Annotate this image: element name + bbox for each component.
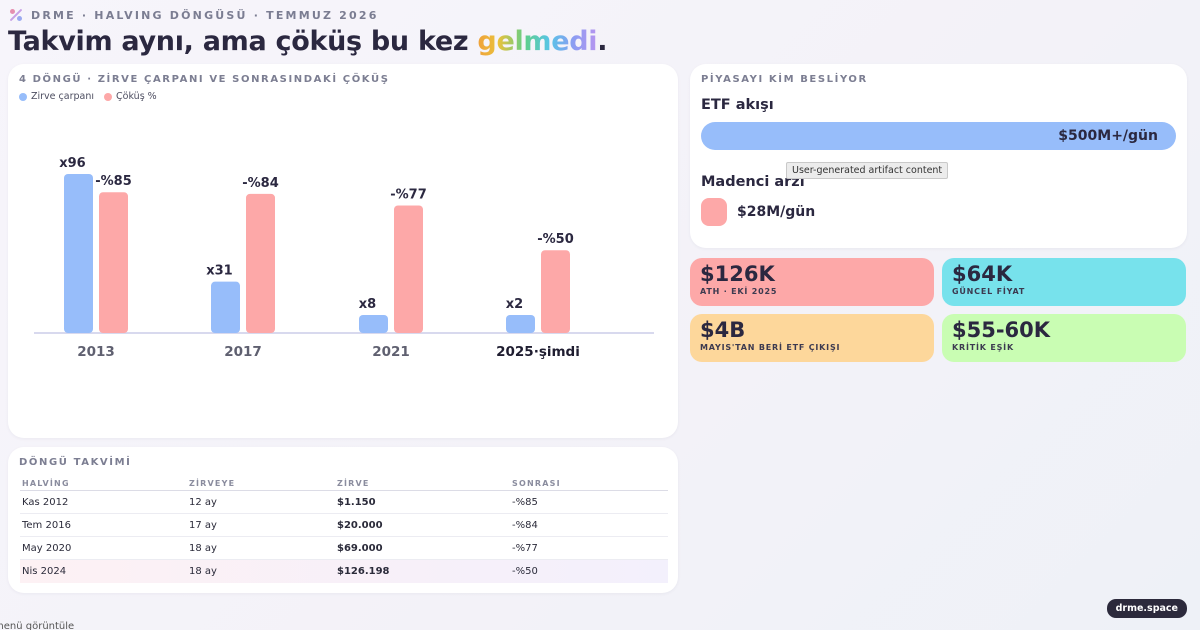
chart-title: 4 DÖNGÜ · ZİRVE ÇARPANI VE SONRASINDAKİ … <box>19 74 390 85</box>
table-cell: 12 ay <box>189 496 217 508</box>
table-row: Tem 2016 17 ay $20.000 -%84 <box>20 514 668 537</box>
stat-value: $126K <box>700 262 775 286</box>
table-row-current: Nis 2024 18 ay $126.198 -%50 <box>20 560 668 583</box>
table-header-cell: ZİRVE <box>337 479 370 488</box>
table-title: DÖNGÜ TAKVİMİ <box>19 457 132 468</box>
legend-item-peak: Zirve çarpanı <box>19 91 94 102</box>
market-card: PİYASAYI KİM BESLİYOR ETF akışı $500M+/g… <box>690 64 1187 248</box>
table-cell: Nis 2024 <box>22 566 67 577</box>
data-label: x96 <box>59 156 85 171</box>
page-title: Takvim aynı, ama çöküş bu kez gelmedi. <box>8 26 608 57</box>
table-header-cell: SONRASI <box>512 479 561 488</box>
headline-prefix: Takvim aynı, ama çöküş bu kez <box>8 26 478 57</box>
table-header-row: HALVİNG ZİRVEYE ZİRVE SONRASI <box>20 477 668 491</box>
bar-crash-percent <box>394 205 423 333</box>
bar-peak-multiplier <box>64 174 93 333</box>
bar-crash-percent <box>246 193 275 333</box>
data-label: x31 <box>206 264 232 279</box>
table-cell: -%50 <box>512 566 538 577</box>
bar-crash-percent <box>541 250 570 333</box>
miner-value: $28M/gün <box>737 204 816 220</box>
table-header-cell: HALVİNG <box>22 479 70 488</box>
data-label: -%84 <box>242 176 279 191</box>
brand-row: DRME · HALVING DÖNGÜSÜ · TEMMUZ 2026 <box>9 8 379 22</box>
table-cell: 18 ay <box>189 542 217 554</box>
bar-peak-multiplier <box>359 315 388 333</box>
legend-label-crash: Çöküş % <box>116 91 157 102</box>
stat-tile-current-price: $64K GÜNCEL FİYAT <box>942 258 1186 306</box>
cycle-table-card: DÖNGÜ TAKVİMİ HALVİNG ZİRVEYE ZİRVE SONR… <box>8 447 678 593</box>
stat-tile-critical-threshold: $55-60K KRİTİK EŞİK <box>942 314 1186 362</box>
legend-label-peak: Zirve çarpanı <box>31 91 95 102</box>
etf-value: $500M+/gün <box>1058 128 1158 144</box>
stat-tile-ath: $126K ATH · EKİ 2025 <box>690 258 934 306</box>
data-label: x2 <box>506 297 523 312</box>
x-tick-label: 2021 <box>372 344 410 360</box>
miner-supply-bar <box>701 198 727 226</box>
table-cell: $69.000 <box>337 542 383 554</box>
bar-peak-multiplier <box>506 315 535 333</box>
stat-value: $4B <box>700 318 746 342</box>
headline-highlight: gelmedi <box>477 26 598 57</box>
table-cell: $1.150 <box>337 496 376 508</box>
legend-dot-crash <box>104 92 113 101</box>
site-badge[interactable]: drme.space <box>1106 599 1187 618</box>
stat-label: GÜNCEL FİYAT <box>952 287 1026 296</box>
chart-card: 4 DÖNGÜ · ZİRVE ÇARPANI VE SONRASINDAKİ … <box>8 64 678 438</box>
eyebrow: DRME · HALVING DÖNGÜSÜ · TEMMUZ 2026 <box>31 8 379 22</box>
table-cell: 17 ay <box>189 519 217 531</box>
table-cell: Kas 2012 <box>22 496 69 508</box>
table-cell: -%85 <box>512 496 538 508</box>
cycle-table: HALVİNG ZİRVEYE ZİRVE SONRASI Kas 2012 1… <box>20 477 668 583</box>
data-label: -%50 <box>537 232 574 247</box>
market-title: PİYASAYI KİM BESLİYOR <box>701 74 868 85</box>
table-header-cell: ZİRVEYE <box>189 479 236 488</box>
table-cell: -%84 <box>512 519 538 531</box>
miner-label: Madenci arzı <box>701 174 805 190</box>
table-row: May 2020 18 ay $69.000 -%77 <box>20 537 668 560</box>
legend-dot-peak <box>19 92 27 101</box>
stat-value: $55-60K <box>952 318 1051 342</box>
bottom-menu-link[interactable]: menü görüntüle <box>0 621 75 630</box>
etf-label: ETF akışı <box>701 97 774 113</box>
stat-label: MAYIS'TAN BERİ ETF ÇIKIŞI <box>700 343 841 352</box>
tooltip: User-generated artifact content <box>786 162 949 179</box>
stat-label: KRİTİK EŞİK <box>952 343 1014 352</box>
table-cell: 18 ay <box>189 566 217 577</box>
data-label: -%77 <box>390 187 427 202</box>
x-tick-label: 2017 <box>224 344 262 360</box>
table-cell: May 2020 <box>22 542 72 554</box>
etf-flow-bar: $500M+/gün <box>701 122 1176 150</box>
data-label: -%85 <box>95 174 132 189</box>
x-tick-label: 2025·şimdi <box>496 344 580 360</box>
bar-chart: x96 -%85 2013 x31 -%84 2017 x8 -%77 2021 x2 -%50 20… <box>34 156 654 360</box>
bar-peak-multiplier <box>211 281 240 333</box>
table-cell: -%77 <box>512 542 538 554</box>
stat-label: ATH · EKİ 2025 <box>700 287 778 296</box>
data-label: x8 <box>359 297 376 312</box>
brand-logo-icon <box>9 8 23 22</box>
x-tick-label: 2013 <box>77 344 115 360</box>
chart-legend: Zirve çarpanı Çöküş % <box>19 91 157 102</box>
bar-crash-percent <box>99 192 128 333</box>
table-row: Kas 2012 12 ay $1.150 -%85 <box>20 491 668 514</box>
stat-tile-etf-outflow: $4B MAYIS'TAN BERİ ETF ÇIKIŞI <box>690 314 934 362</box>
table-cell: Tem 2016 <box>22 519 71 531</box>
table-cell: $20.000 <box>337 519 383 531</box>
stat-value: $64K <box>952 262 1013 286</box>
legend-item-crash: Çöküş % <box>104 91 157 102</box>
table-cell: $126.198 <box>337 566 390 577</box>
headline-suffix: . <box>597 26 608 57</box>
